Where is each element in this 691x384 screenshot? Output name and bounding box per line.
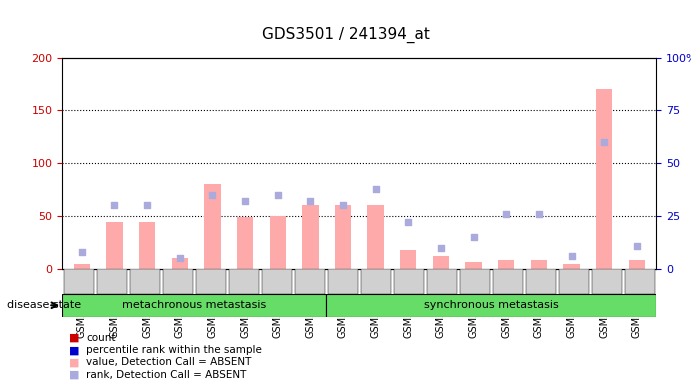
FancyBboxPatch shape <box>361 269 390 294</box>
Text: ■: ■ <box>69 358 79 367</box>
Text: value, Detection Call = ABSENT: value, Detection Call = ABSENT <box>86 358 252 367</box>
Point <box>76 249 87 255</box>
FancyBboxPatch shape <box>625 269 655 294</box>
Bar <box>171 258 188 269</box>
Point <box>142 202 153 209</box>
Point <box>337 202 348 209</box>
Bar <box>433 256 449 269</box>
Bar <box>368 205 384 269</box>
Text: GDS3501 / 241394_at: GDS3501 / 241394_at <box>262 27 429 43</box>
FancyBboxPatch shape <box>163 269 193 294</box>
FancyBboxPatch shape <box>394 269 424 294</box>
Point <box>533 211 545 217</box>
FancyBboxPatch shape <box>493 269 523 294</box>
Text: ■: ■ <box>69 333 79 343</box>
FancyBboxPatch shape <box>526 269 556 294</box>
Point <box>305 198 316 204</box>
Bar <box>563 263 580 269</box>
FancyBboxPatch shape <box>326 294 656 317</box>
Bar <box>139 222 155 269</box>
FancyBboxPatch shape <box>130 269 160 294</box>
FancyBboxPatch shape <box>64 269 93 294</box>
Text: rank, Detection Call = ABSENT: rank, Detection Call = ABSENT <box>86 370 247 380</box>
Bar <box>498 260 514 269</box>
Text: metachronous metastasis: metachronous metastasis <box>122 300 266 310</box>
Point <box>240 198 251 204</box>
FancyBboxPatch shape <box>328 269 358 294</box>
FancyBboxPatch shape <box>262 269 292 294</box>
FancyBboxPatch shape <box>62 294 326 317</box>
Bar <box>400 250 417 269</box>
FancyBboxPatch shape <box>427 269 457 294</box>
Bar <box>596 89 612 269</box>
Bar <box>205 184 220 269</box>
FancyBboxPatch shape <box>97 269 126 294</box>
Point <box>403 219 414 225</box>
Bar <box>269 216 286 269</box>
Text: percentile rank within the sample: percentile rank within the sample <box>86 345 263 355</box>
FancyBboxPatch shape <box>229 269 258 294</box>
FancyBboxPatch shape <box>295 269 325 294</box>
Point <box>598 139 609 145</box>
Point <box>370 185 381 192</box>
Point <box>207 192 218 198</box>
Bar <box>531 260 547 269</box>
Text: ■: ■ <box>69 370 79 380</box>
Bar <box>629 260 645 269</box>
Text: ■: ■ <box>69 345 79 355</box>
Text: count: count <box>86 333 116 343</box>
Text: disease state: disease state <box>7 300 81 310</box>
Point <box>468 234 479 240</box>
Point <box>632 243 643 249</box>
Point <box>566 253 577 259</box>
Text: synchronous metastasis: synchronous metastasis <box>424 300 559 310</box>
Point <box>435 245 446 251</box>
Point <box>109 202 120 209</box>
FancyBboxPatch shape <box>196 269 225 294</box>
Point <box>501 211 512 217</box>
FancyBboxPatch shape <box>559 269 589 294</box>
FancyBboxPatch shape <box>460 269 490 294</box>
Point <box>272 192 283 198</box>
Bar <box>237 217 253 269</box>
Bar <box>466 263 482 269</box>
Bar <box>74 263 90 269</box>
Bar <box>302 205 319 269</box>
FancyBboxPatch shape <box>592 269 622 294</box>
Point <box>174 255 185 262</box>
Bar <box>335 205 351 269</box>
Bar <box>106 222 122 269</box>
